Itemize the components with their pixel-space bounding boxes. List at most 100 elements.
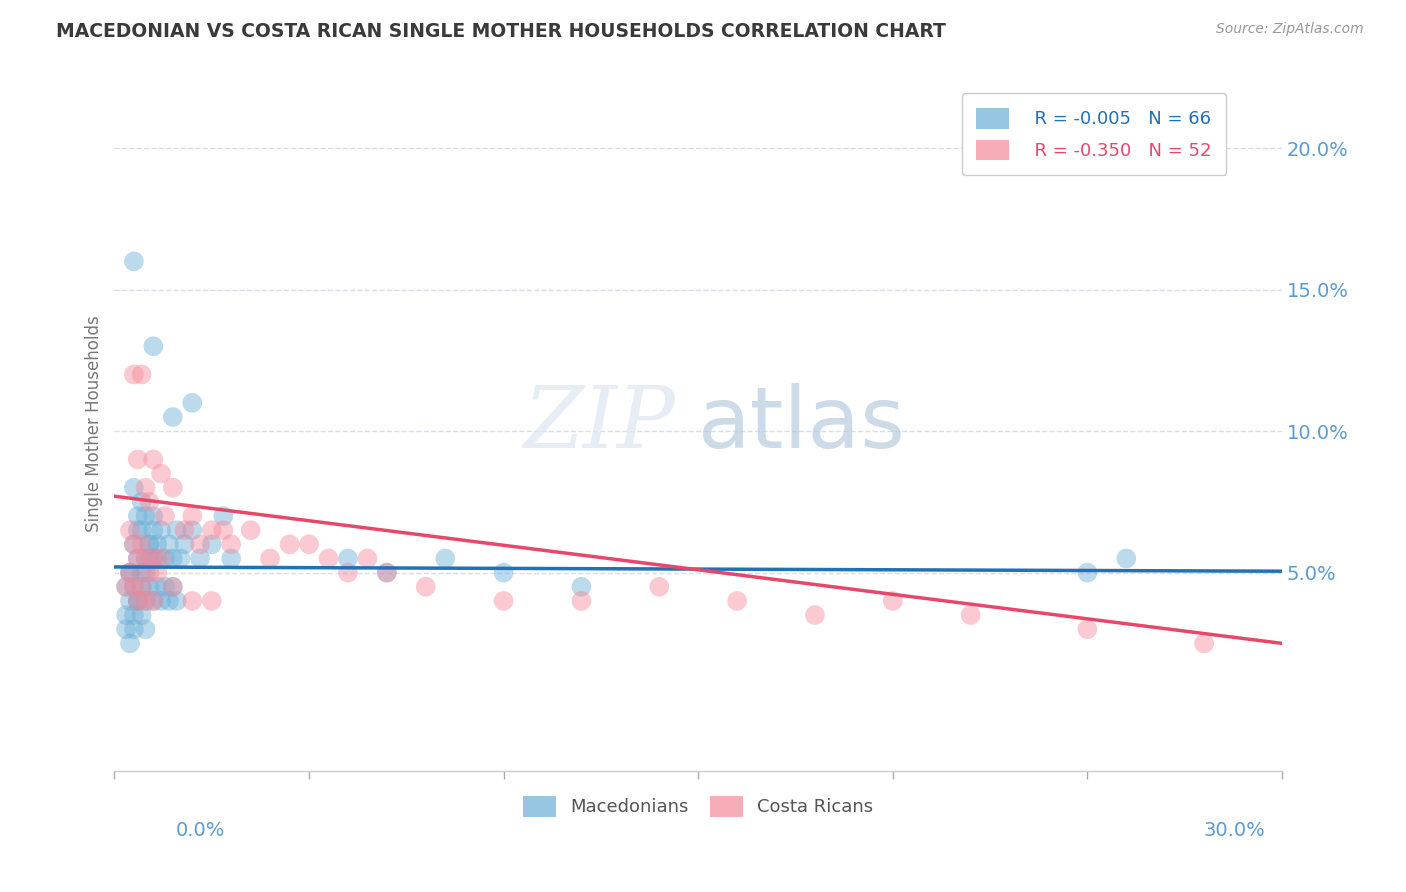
Point — [166, 523, 188, 537]
Point — [127, 452, 149, 467]
Point — [278, 537, 301, 551]
Point — [1192, 636, 1215, 650]
Point — [127, 523, 149, 537]
Point — [375, 566, 398, 580]
Point — [135, 566, 157, 580]
Point — [138, 580, 160, 594]
Point — [212, 523, 235, 537]
Point — [122, 254, 145, 268]
Point — [138, 551, 160, 566]
Point — [415, 580, 437, 594]
Point — [142, 523, 165, 537]
Text: Source: ZipAtlas.com: Source: ZipAtlas.com — [1216, 22, 1364, 37]
Point — [336, 566, 359, 580]
Point — [959, 608, 981, 623]
Point — [181, 509, 204, 524]
Point — [118, 566, 141, 580]
Point — [725, 594, 748, 608]
Point — [131, 368, 153, 382]
Point — [318, 551, 340, 566]
Point — [142, 339, 165, 353]
Point — [173, 537, 195, 551]
Point — [356, 551, 378, 566]
Point — [239, 523, 262, 537]
Legend: Macedonians, Costa Ricans: Macedonians, Costa Ricans — [516, 789, 880, 824]
Point — [648, 580, 671, 594]
Point — [118, 566, 141, 580]
Point — [131, 523, 153, 537]
Point — [135, 481, 157, 495]
Point — [142, 551, 165, 566]
Point — [188, 551, 211, 566]
Point — [142, 509, 165, 524]
Point — [142, 594, 165, 608]
Point — [1115, 551, 1137, 566]
Point — [142, 551, 165, 566]
Point — [122, 580, 145, 594]
Text: atlas: atlas — [699, 383, 907, 466]
Point — [150, 551, 173, 566]
Y-axis label: Single Mother Households: Single Mother Households — [86, 316, 103, 533]
Point — [571, 580, 593, 594]
Point — [1076, 566, 1098, 580]
Text: 30.0%: 30.0% — [1204, 821, 1265, 839]
Point — [127, 594, 149, 608]
Text: ZIP: ZIP — [523, 383, 675, 466]
Point — [146, 537, 169, 551]
Point — [212, 509, 235, 524]
Point — [135, 551, 157, 566]
Point — [162, 580, 184, 594]
Point — [162, 580, 184, 594]
Point — [169, 551, 191, 566]
Point — [181, 594, 204, 608]
Point — [882, 594, 904, 608]
Point — [146, 551, 169, 566]
Point — [492, 566, 515, 580]
Point — [150, 523, 173, 537]
Point — [157, 594, 180, 608]
Point — [118, 636, 141, 650]
Text: 0.0%: 0.0% — [176, 821, 225, 839]
Point — [127, 551, 149, 566]
Point — [1076, 622, 1098, 636]
Point — [115, 608, 138, 623]
Point — [122, 481, 145, 495]
Point — [162, 409, 184, 424]
Point — [138, 495, 160, 509]
Point — [219, 551, 242, 566]
Point — [181, 523, 204, 537]
Point — [115, 622, 138, 636]
Point — [153, 509, 176, 524]
Point — [122, 622, 145, 636]
Point — [135, 509, 157, 524]
Point — [122, 608, 145, 623]
Point — [122, 537, 145, 551]
Point — [118, 594, 141, 608]
Point — [153, 580, 176, 594]
Point — [135, 594, 157, 608]
Point — [571, 594, 593, 608]
Point — [122, 368, 145, 382]
Point — [131, 537, 153, 551]
Point — [127, 551, 149, 566]
Point — [131, 495, 153, 509]
Point — [127, 594, 149, 608]
Point — [201, 594, 224, 608]
Point — [127, 509, 149, 524]
Point — [115, 580, 138, 594]
Point — [157, 537, 180, 551]
Point — [375, 566, 398, 580]
Text: MACEDONIAN VS COSTA RICAN SINGLE MOTHER HOUSEHOLDS CORRELATION CHART: MACEDONIAN VS COSTA RICAN SINGLE MOTHER … — [56, 22, 946, 41]
Point — [142, 452, 165, 467]
Point — [181, 396, 204, 410]
Point — [166, 594, 188, 608]
Point — [201, 537, 224, 551]
Point — [118, 523, 141, 537]
Point — [135, 594, 157, 608]
Point — [127, 594, 149, 608]
Point — [122, 580, 145, 594]
Point — [162, 481, 184, 495]
Point — [150, 594, 173, 608]
Point — [142, 594, 165, 608]
Point — [173, 523, 195, 537]
